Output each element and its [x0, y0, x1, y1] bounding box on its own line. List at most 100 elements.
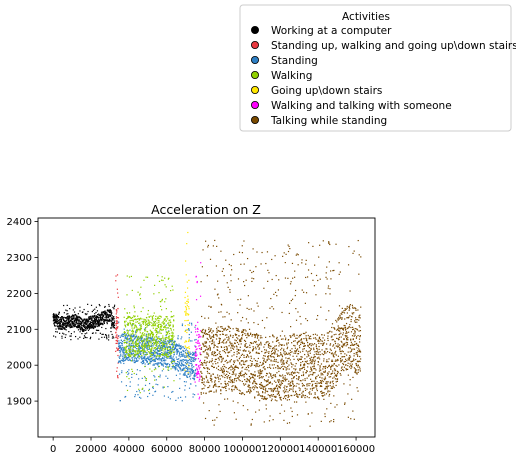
data-point — [287, 365, 289, 368]
data-point — [184, 374, 186, 376]
data-point — [222, 316, 224, 318]
data-point — [92, 322, 95, 324]
data-point — [130, 339, 132, 342]
data-point — [209, 341, 211, 343]
data-point — [65, 319, 67, 322]
data-point — [170, 289, 172, 292]
data-point — [231, 366, 233, 368]
data-point — [337, 318, 339, 320]
data-point — [88, 323, 90, 325]
data-point — [164, 327, 166, 329]
data-point — [78, 321, 80, 323]
data-point — [69, 324, 71, 326]
data-point — [142, 387, 144, 389]
data-point — [97, 317, 99, 319]
data-point — [349, 290, 351, 292]
data-point — [127, 335, 130, 337]
data-point — [128, 334, 130, 336]
data-point — [187, 319, 189, 321]
data-point — [152, 323, 154, 325]
data-point — [131, 336, 134, 338]
data-point — [132, 331, 135, 333]
data-point — [318, 340, 320, 342]
data-point — [246, 307, 248, 309]
data-point — [330, 373, 332, 375]
data-point — [89, 321, 91, 323]
data-point — [319, 380, 322, 382]
data-point — [139, 392, 141, 394]
data-point — [220, 346, 222, 348]
data-point — [149, 359, 151, 361]
data-point — [188, 337, 190, 339]
data-point — [344, 308, 346, 310]
data-point — [257, 323, 259, 325]
data-point — [115, 323, 117, 325]
data-point — [128, 355, 131, 357]
data-point — [146, 326, 148, 328]
data-point — [204, 417, 207, 420]
data-point — [181, 400, 183, 402]
data-point — [87, 319, 89, 321]
data-point — [302, 394, 304, 396]
data-point — [327, 381, 329, 383]
data-point — [119, 360, 121, 362]
data-point — [191, 372, 193, 374]
data-point — [167, 346, 170, 348]
data-point — [248, 356, 250, 358]
data-point — [155, 331, 157, 334]
data-point — [179, 354, 181, 356]
data-point — [135, 344, 137, 346]
data-point — [196, 372, 198, 374]
data-point — [343, 344, 345, 346]
data-point — [322, 368, 324, 370]
data-point — [103, 320, 105, 322]
data-point — [145, 323, 147, 325]
data-point — [152, 353, 155, 355]
data-point — [184, 341, 186, 343]
data-point — [322, 392, 324, 394]
data-point — [151, 319, 153, 321]
data-point — [103, 321, 105, 323]
data-point — [108, 303, 110, 306]
data-point — [134, 394, 137, 396]
data-point — [152, 387, 154, 389]
data-point — [247, 332, 249, 334]
data-point — [284, 388, 286, 390]
data-point — [156, 341, 159, 344]
data-point — [67, 319, 70, 321]
data-point — [165, 354, 167, 356]
data-point — [189, 360, 192, 362]
data-point — [248, 328, 251, 330]
data-point — [155, 379, 157, 381]
data-point — [327, 385, 329, 387]
data-point — [118, 335, 120, 337]
data-point — [316, 381, 318, 383]
data-point — [338, 364, 340, 366]
data-point — [104, 310, 106, 312]
data-point — [139, 330, 141, 332]
data-point — [123, 339, 125, 342]
data-point — [256, 383, 258, 385]
data-point — [161, 370, 163, 372]
data-point — [147, 309, 150, 312]
data-point — [180, 351, 183, 353]
data-point — [170, 368, 172, 370]
data-point — [190, 383, 192, 385]
data-point — [125, 346, 127, 348]
data-point — [255, 364, 257, 366]
data-point — [128, 276, 131, 278]
data-point — [341, 350, 343, 352]
data-point — [293, 372, 295, 374]
data-point — [83, 337, 85, 339]
data-point — [132, 348, 134, 350]
data-point — [339, 315, 341, 317]
data-point — [255, 333, 258, 335]
data-point — [127, 324, 129, 326]
data-point — [275, 345, 277, 347]
data-point — [150, 357, 153, 360]
data-point — [283, 386, 285, 389]
data-point — [245, 350, 247, 352]
data-point — [122, 360, 124, 362]
data-point — [161, 276, 163, 278]
data-point — [158, 358, 160, 360]
